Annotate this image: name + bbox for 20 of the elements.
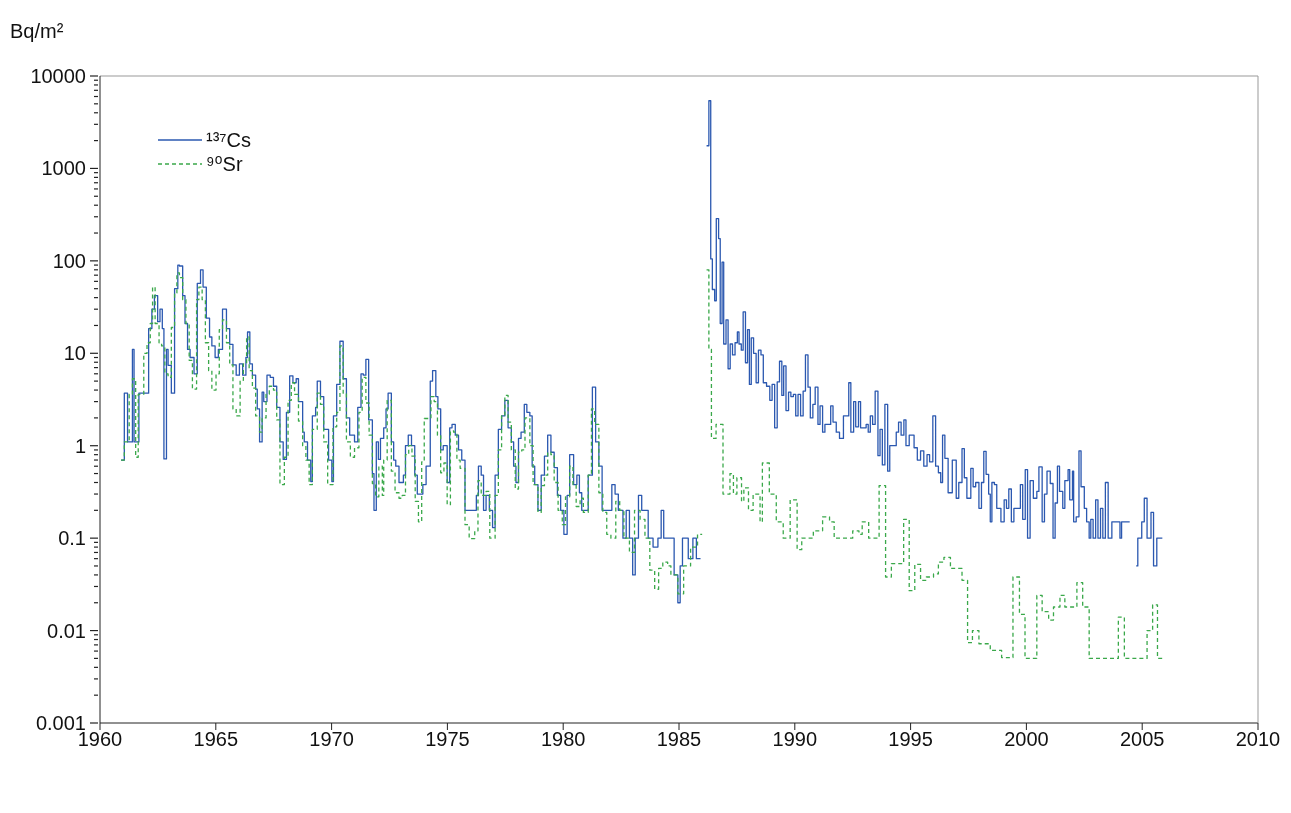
y-axis-title: Bq/m² [10,20,64,43]
legend-label: ⁹⁰Sr [206,152,243,176]
x-tick-label: 1975 [425,728,470,751]
x-tick-label: 1995 [888,728,933,751]
x-tick-label: 2005 [1119,728,1165,751]
x-tick-label: 1985 [656,728,702,751]
x-tick-label: 2000 [1004,728,1049,751]
x-tick-label: 1980 [540,728,586,751]
y-tick-label: 1000 [41,157,86,180]
y-tick-label: 1 [74,434,86,457]
y-tick-label: 10 [63,342,86,365]
x-tick-label: 1990 [772,728,818,751]
x-tick-label: 1970 [309,728,354,751]
legend-label: ¹³⁷Cs [206,128,251,152]
y-tick-label: 10000 [30,65,86,87]
y-tick-label: 0.1 [58,527,86,550]
x-tick-label: 2010 [1235,728,1281,751]
y-tick-label: 0.01 [47,619,86,642]
y-tick-label: 100 [52,249,86,272]
x-tick-label: 1965 [193,728,239,751]
